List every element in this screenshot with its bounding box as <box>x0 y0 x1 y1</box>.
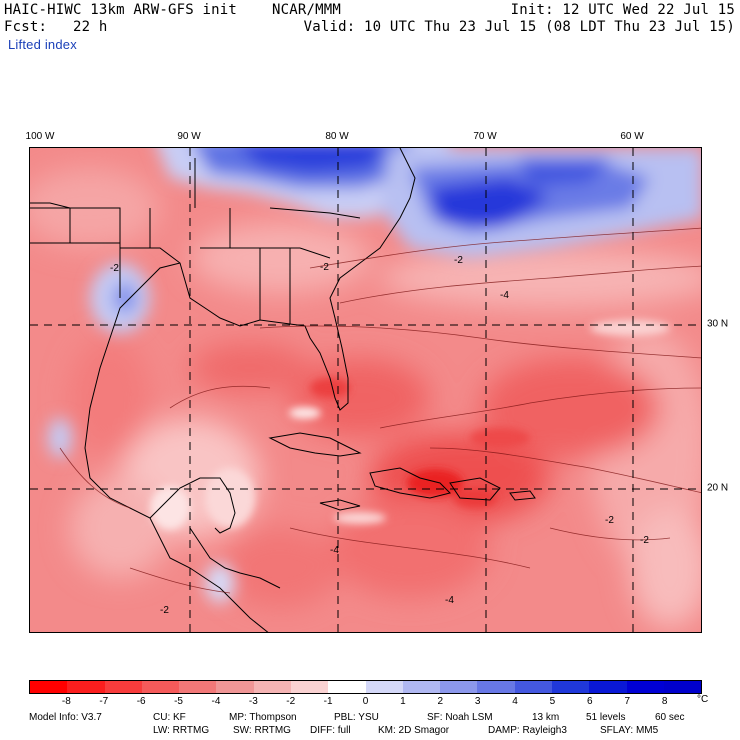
org-label: NCAR/MMM <box>272 2 342 18</box>
colorbar-swatch <box>551 681 590 693</box>
contour-label: -2 <box>605 515 614 526</box>
colorbar-tick-label: -3 <box>248 696 258 707</box>
model-info-sw: SW: RRTMG <box>233 725 291 736</box>
colorbar-swatch <box>104 681 142 693</box>
contour-lines <box>59 227 701 594</box>
stable-region-north <box>48 148 701 603</box>
lon-label-80w: 80 W <box>325 131 349 142</box>
colorbar-tick-label: 5 <box>549 696 556 707</box>
colorbar-tick-label: -1 <box>323 696 333 707</box>
model-info-resolution: 13 km <box>532 712 560 723</box>
model-info-levels: 51 levels <box>586 712 626 723</box>
model-info-timestep: 60 sec <box>655 712 685 723</box>
contour-label: -2 <box>320 262 329 273</box>
lon-label-100w: 100 W <box>25 131 55 142</box>
lat-label-30n: 30 N <box>707 318 729 330</box>
colorbar-tick-label: 7 <box>624 696 630 707</box>
colorbar <box>29 680 702 694</box>
model-info-pbl: PBL: YSU <box>334 712 379 723</box>
colorbar-swatch <box>663 681 702 693</box>
model-info-lw: LW: RRTMG <box>153 725 210 736</box>
init-time: Init: 12 UTC Wed 22 Jul 15 <box>510 2 735 18</box>
model-info-sflay: SFLAY: MM5 <box>600 725 659 736</box>
colorbar-tick-label: 4 <box>512 696 518 707</box>
contour-label: -4 <box>445 595 454 606</box>
field-detail <box>150 320 670 530</box>
colorbar-swatch <box>440 681 478 693</box>
model-info-diff: DIFF: full <box>310 725 351 736</box>
graticule <box>30 148 701 632</box>
colorbar-tick-label: 0 <box>362 696 369 707</box>
model-title: HAIC-HIWC 13km ARW-GFS init <box>4 2 237 18</box>
colorbar-tick-label: 2 <box>437 696 444 707</box>
forecast-hour: Fcst: 22 h <box>4 19 108 35</box>
valid-time: Valid: 10 UTC Thu 23 Jul 15 (08 LDT Thu … <box>303 19 735 35</box>
colorbar-swatch <box>216 681 254 693</box>
colorbar-tick-label: -5 <box>174 696 183 707</box>
lon-label-90w: 90 W <box>177 131 201 142</box>
model-info-km: KM: 2D Smagor <box>378 725 450 736</box>
model-info-sf: SF: Noah LSM <box>427 712 493 723</box>
colorbar-tick-label: -4 <box>211 696 221 707</box>
colorbar-tick-label: -6 <box>136 696 146 707</box>
colorbar-unit: °C <box>697 694 709 705</box>
colorbar-swatch <box>402 681 441 693</box>
colorbar-tick-label: 6 <box>587 696 593 707</box>
model-info-mp: MP: Thompson <box>229 712 297 723</box>
contour-label: -2 <box>640 535 649 546</box>
lon-label-60w: 60 W <box>620 131 644 142</box>
colorbar-swatch <box>365 681 403 693</box>
contour-label-group: -2 -2 -2 -4 -2 -2 -4 -4 -2 <box>110 255 649 616</box>
contour-label: -2 <box>454 255 463 266</box>
lon-label-70w: 70 W <box>473 131 497 142</box>
colorbar-swatch <box>328 681 366 693</box>
colorbar-tick-label: -7 <box>99 696 109 707</box>
colorbar-tick-label: 8 <box>661 696 668 707</box>
colorbar-swatch <box>514 681 552 693</box>
colorbar-swatch <box>477 681 515 693</box>
map-canvas: -2 -2 -2 -4 -2 -2 -4 -4 -2 <box>30 148 701 632</box>
contour-label: -2 <box>110 263 119 274</box>
contour-label: -4 <box>500 290 509 301</box>
colorbar-swatch <box>141 681 180 693</box>
colorbar-swatch <box>253 681 291 693</box>
colorbar-swatch <box>179 681 217 693</box>
contour-label: -2 <box>160 605 169 616</box>
colorbar-tick-label: -2 <box>286 696 296 707</box>
model-info-version: Model Info: V3.7 <box>29 712 102 723</box>
colorbar-swatch <box>30 681 68 693</box>
colorbar-swatch <box>589 681 627 693</box>
colorbar-tick-label: 1 <box>400 696 406 707</box>
field-name: Lifted index <box>8 37 77 52</box>
colorbar-swatch <box>290 681 329 693</box>
lifted-index-map: -2 -2 -2 -4 -2 -2 -4 -4 -2 <box>29 147 702 633</box>
colorbar-tick-label: 3 <box>474 696 481 707</box>
colorbar-tick-label: -8 <box>61 696 71 707</box>
model-info-damp: DAMP: Rayleigh3 <box>488 725 567 736</box>
model-info-cu: CU: KF <box>153 712 186 723</box>
colorbar-swatch <box>67 681 105 693</box>
contour-label: -4 <box>330 545 339 556</box>
lat-label-20n: 20 N <box>707 482 729 494</box>
colorbar-swatch <box>626 681 664 693</box>
coastlines <box>30 148 536 632</box>
